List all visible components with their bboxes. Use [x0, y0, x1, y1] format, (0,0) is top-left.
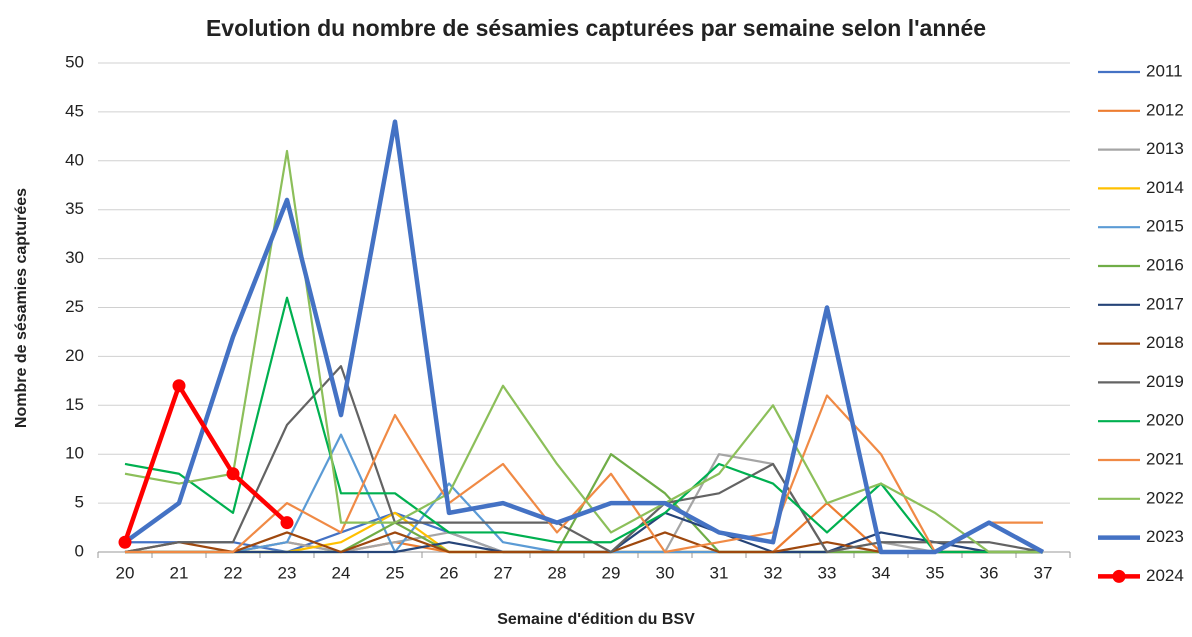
x-tick-label: 27 [494, 563, 513, 582]
series-line [125, 394, 1043, 554]
x-tick-label: 24 [332, 563, 351, 582]
y-tick-label: 45 [65, 101, 84, 120]
x-tick-label: 23 [278, 563, 297, 582]
x-tick-label: 21 [170, 563, 189, 582]
data-point [226, 467, 240, 481]
legend-label: 2012 [1146, 100, 1184, 119]
y-tick-label: 10 [65, 444, 84, 463]
x-tick-label: 36 [980, 563, 999, 582]
y-tick-label: 40 [65, 150, 84, 169]
x-tick-label: 29 [602, 563, 621, 582]
legend-label: 2023 [1146, 527, 1184, 546]
y-tick-label: 25 [65, 297, 84, 316]
series-line [122, 383, 289, 543]
data-point [172, 379, 186, 393]
legend-label: 2019 [1146, 372, 1184, 391]
y-tick-label: 15 [65, 395, 84, 414]
x-tick-label: 22 [224, 563, 243, 582]
series-line [124, 365, 1044, 554]
chart-title: Evolution du nombre de sésamies capturée… [206, 15, 986, 41]
x-tick-label: 32 [764, 563, 783, 582]
legend-label: 2024 [1146, 566, 1184, 585]
x-tick-label: 33 [818, 563, 837, 582]
x-tick-label: 25 [386, 563, 405, 582]
x-axis-label: Semaine d'édition du BSV [497, 611, 695, 628]
legend-marker [1112, 569, 1126, 583]
x-tick-label: 28 [548, 563, 567, 582]
y-tick-label: 5 [75, 493, 84, 512]
y-tick-label: 30 [65, 248, 84, 267]
x-tick-label: 34 [872, 563, 891, 582]
y-tick-label: 50 [65, 52, 84, 71]
y-tick-label: 0 [75, 541, 84, 560]
x-tick-label: 37 [1034, 563, 1053, 582]
series-line [125, 502, 1043, 554]
x-tick-label: 35 [926, 563, 945, 582]
series-line [124, 149, 1043, 554]
series-line [125, 433, 1043, 554]
data-point [280, 516, 294, 530]
legend-label: 2022 [1146, 488, 1184, 507]
legend-label: 2021 [1146, 449, 1184, 468]
series-line [124, 296, 1043, 554]
legend-label: 2017 [1146, 294, 1184, 313]
series-line [123, 119, 1045, 555]
y-tick-label: 20 [65, 346, 84, 365]
legend-label: 2013 [1146, 139, 1184, 158]
legend-label: 2016 [1146, 255, 1184, 274]
y-axis-label: Nombre de sésamies capturées [13, 188, 30, 428]
y-tick-label: 35 [65, 199, 84, 218]
legend-label: 2020 [1146, 411, 1184, 430]
x-tick-label: 20 [116, 563, 135, 582]
data-point [118, 535, 132, 549]
legend-label: 2011 [1146, 61, 1183, 80]
x-tick-label: 31 [710, 563, 729, 582]
x-tick-label: 30 [656, 563, 675, 582]
legend-label: 2014 [1146, 178, 1184, 197]
x-tick-label: 26 [440, 563, 459, 582]
legend-label: 2015 [1146, 217, 1184, 236]
legend-label: 2018 [1146, 333, 1184, 352]
